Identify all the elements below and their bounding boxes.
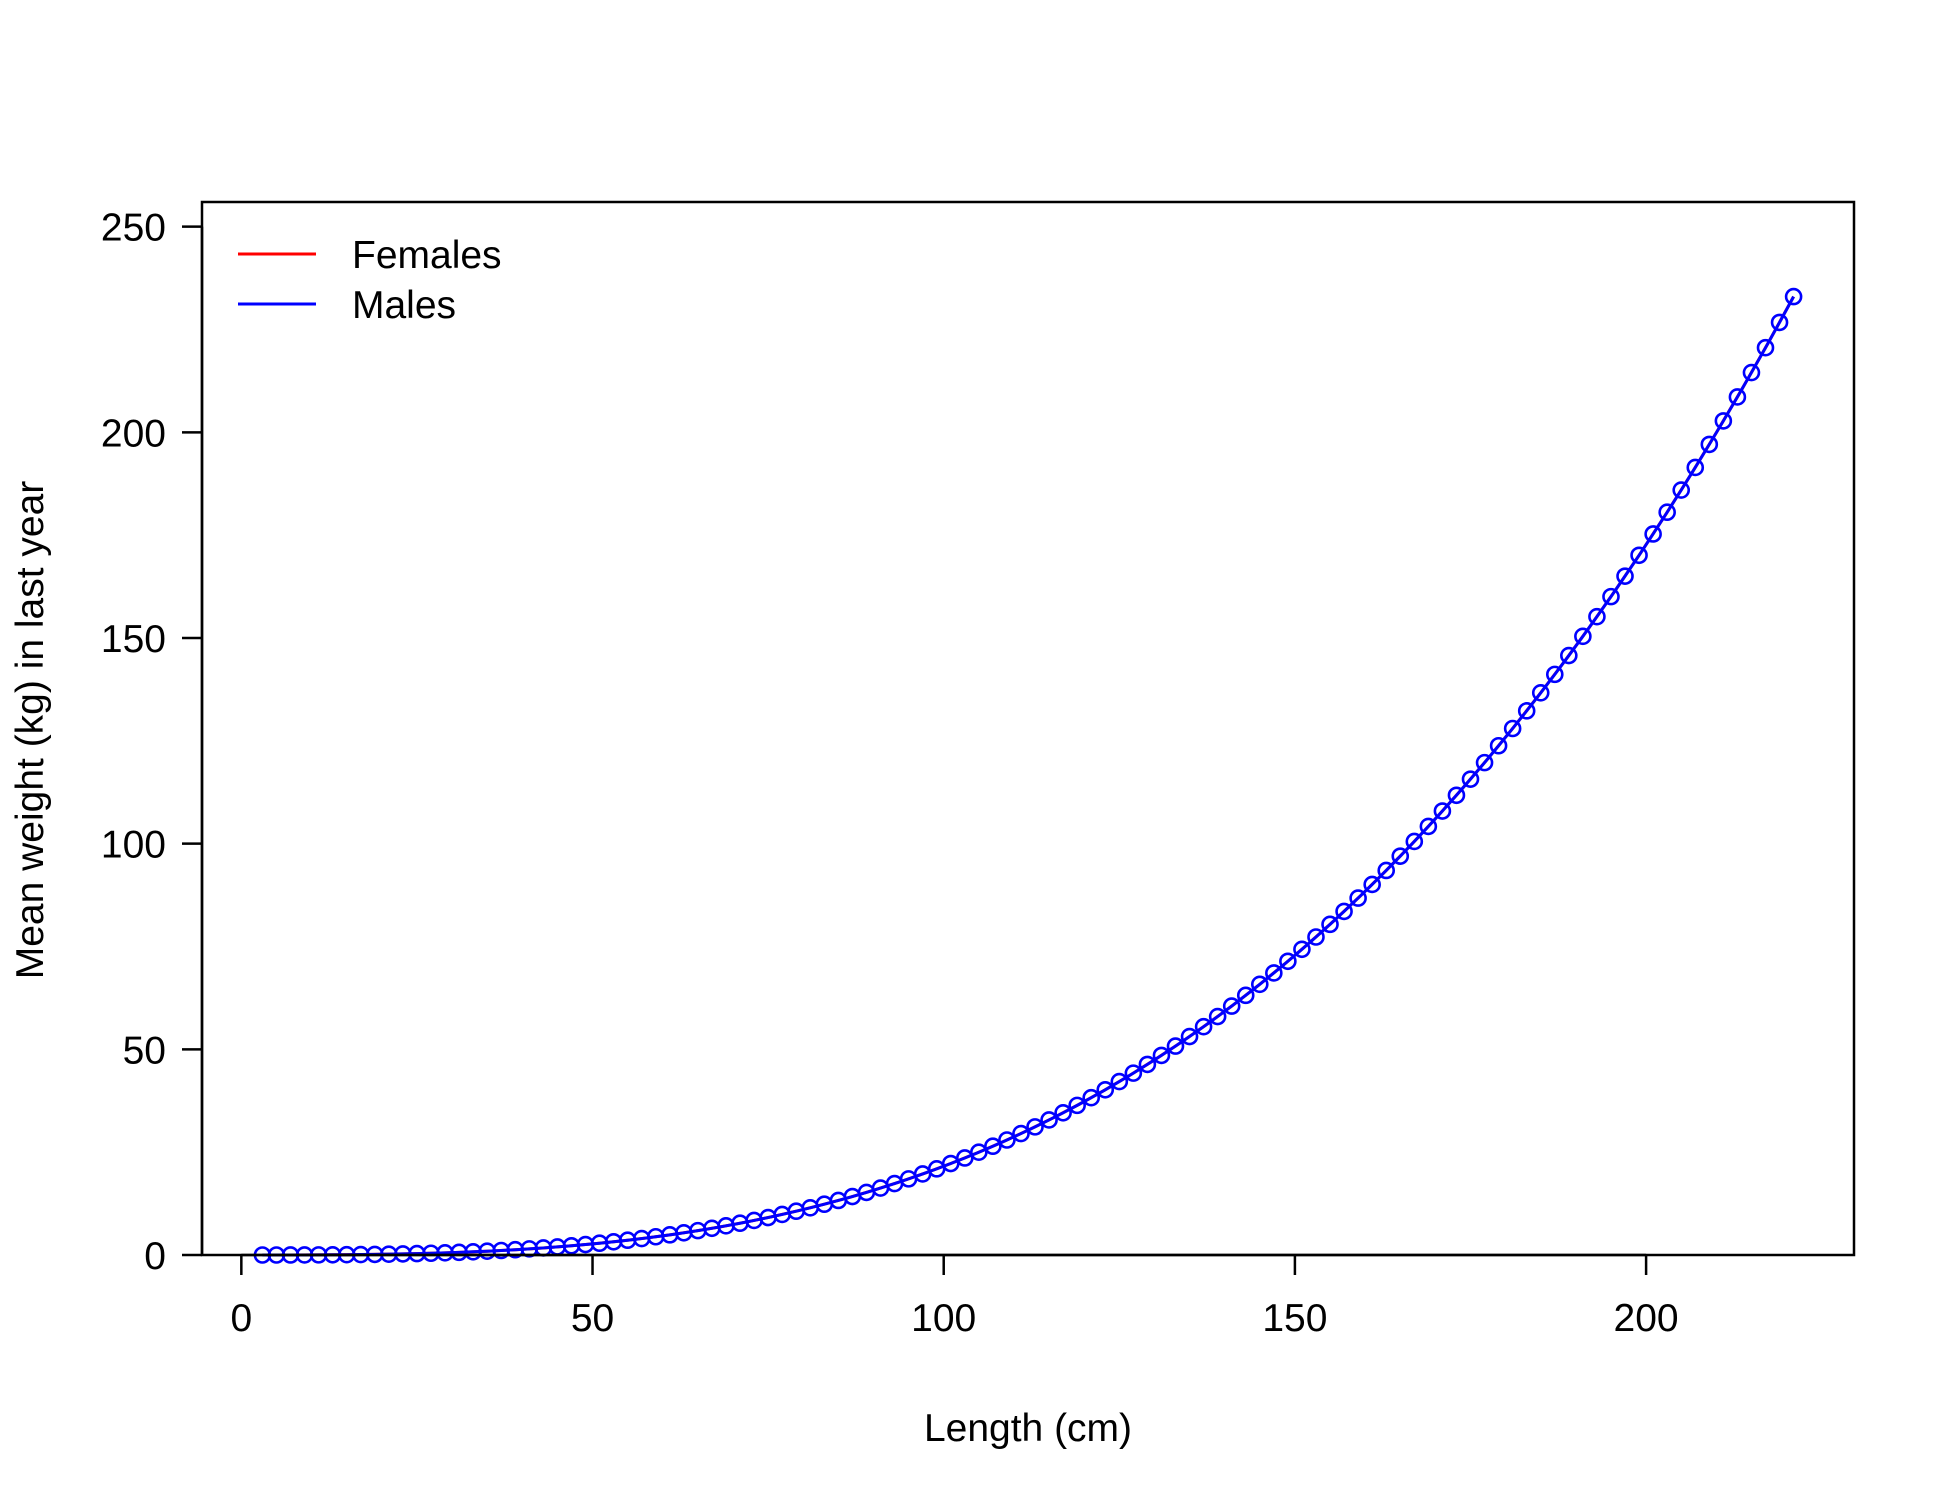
legend-label: Males [352, 284, 456, 327]
y-axis: 0 50 100 150 200 250 [101, 207, 204, 1278]
data-point [1236, 986, 1255, 1005]
data-point [1363, 875, 1381, 894]
data-point [1026, 1118, 1044, 1136]
data-point [1180, 1027, 1199, 1046]
data-point [1560, 646, 1578, 665]
data-point [1335, 902, 1353, 921]
data-point [1054, 1103, 1072, 1122]
data-point [1349, 889, 1367, 907]
legend-label: Females [352, 234, 502, 277]
y-tick-label: 50 [123, 1029, 166, 1072]
legend-item-females: Females [238, 234, 502, 277]
x-tick-label: 50 [571, 1297, 614, 1340]
data-point [1012, 1124, 1030, 1143]
data-point [1250, 975, 1269, 994]
data-point [1545, 665, 1564, 684]
data-point [1588, 607, 1606, 626]
data-point [1096, 1080, 1115, 1099]
legend-item-males: Males [238, 284, 456, 327]
data-point [998, 1131, 1016, 1149]
data-point [1475, 753, 1494, 772]
plot-area [253, 287, 1803, 1264]
data-point [1265, 964, 1283, 982]
data-point [1461, 770, 1480, 788]
data-point [1110, 1072, 1129, 1091]
data-point [1770, 313, 1789, 332]
legend: Females Males [238, 234, 502, 327]
data-point [1714, 412, 1733, 430]
series-males [253, 287, 1803, 1264]
y-tick-label: 150 [101, 618, 166, 661]
data-point [984, 1137, 1002, 1156]
x-tick-label: 0 [230, 1297, 252, 1340]
y-tick-label: 0 [144, 1235, 166, 1278]
data-point [1686, 458, 1705, 477]
x-axis: 0 50 100 150 200 [230, 1253, 1679, 1340]
data-point [1307, 928, 1325, 946]
data-point [1293, 940, 1311, 959]
data-point [1616, 567, 1634, 585]
data-point [1742, 363, 1761, 382]
x-tick-label: 150 [1262, 1297, 1327, 1340]
x-tick-label: 100 [911, 1297, 976, 1340]
data-point [1784, 287, 1803, 306]
data-point [1728, 388, 1747, 406]
data-point [1531, 684, 1550, 702]
data-point [1644, 525, 1662, 543]
data-point [1630, 546, 1648, 565]
data-point [1152, 1046, 1171, 1065]
data-point [1391, 847, 1410, 865]
data-point [1279, 952, 1297, 971]
data-point [1124, 1064, 1143, 1082]
data-point [1658, 503, 1676, 522]
data-point [1672, 481, 1691, 499]
x-axis-label: Length (cm) [924, 1407, 1132, 1450]
y-tick-label: 250 [101, 207, 166, 250]
data-point [1574, 627, 1592, 646]
data-point [1082, 1088, 1101, 1107]
data-point [970, 1143, 988, 1162]
y-tick-label: 100 [101, 824, 166, 867]
data-point [1040, 1111, 1058, 1129]
data-point [1208, 1007, 1227, 1026]
x-tick-label: 200 [1614, 1297, 1679, 1340]
data-point [1489, 736, 1508, 755]
data-point [1377, 861, 1396, 880]
data-point [1068, 1096, 1086, 1115]
data-point [1419, 817, 1438, 836]
data-point [1517, 702, 1536, 720]
y-tick-label: 200 [101, 412, 166, 455]
data-point [1405, 832, 1424, 851]
data-point [1756, 338, 1775, 357]
y-axis-label: Mean weight (kg) in last year [9, 481, 52, 980]
data-point [1602, 587, 1620, 606]
data-point [1503, 719, 1522, 738]
data-point [1222, 997, 1241, 1015]
data-point [1194, 1017, 1213, 1036]
data-point [1138, 1055, 1157, 1074]
data-point [1447, 786, 1466, 805]
data-point [1166, 1037, 1185, 1055]
data-point [1433, 802, 1452, 820]
data-point [1321, 915, 1339, 934]
data-point [1700, 435, 1719, 454]
